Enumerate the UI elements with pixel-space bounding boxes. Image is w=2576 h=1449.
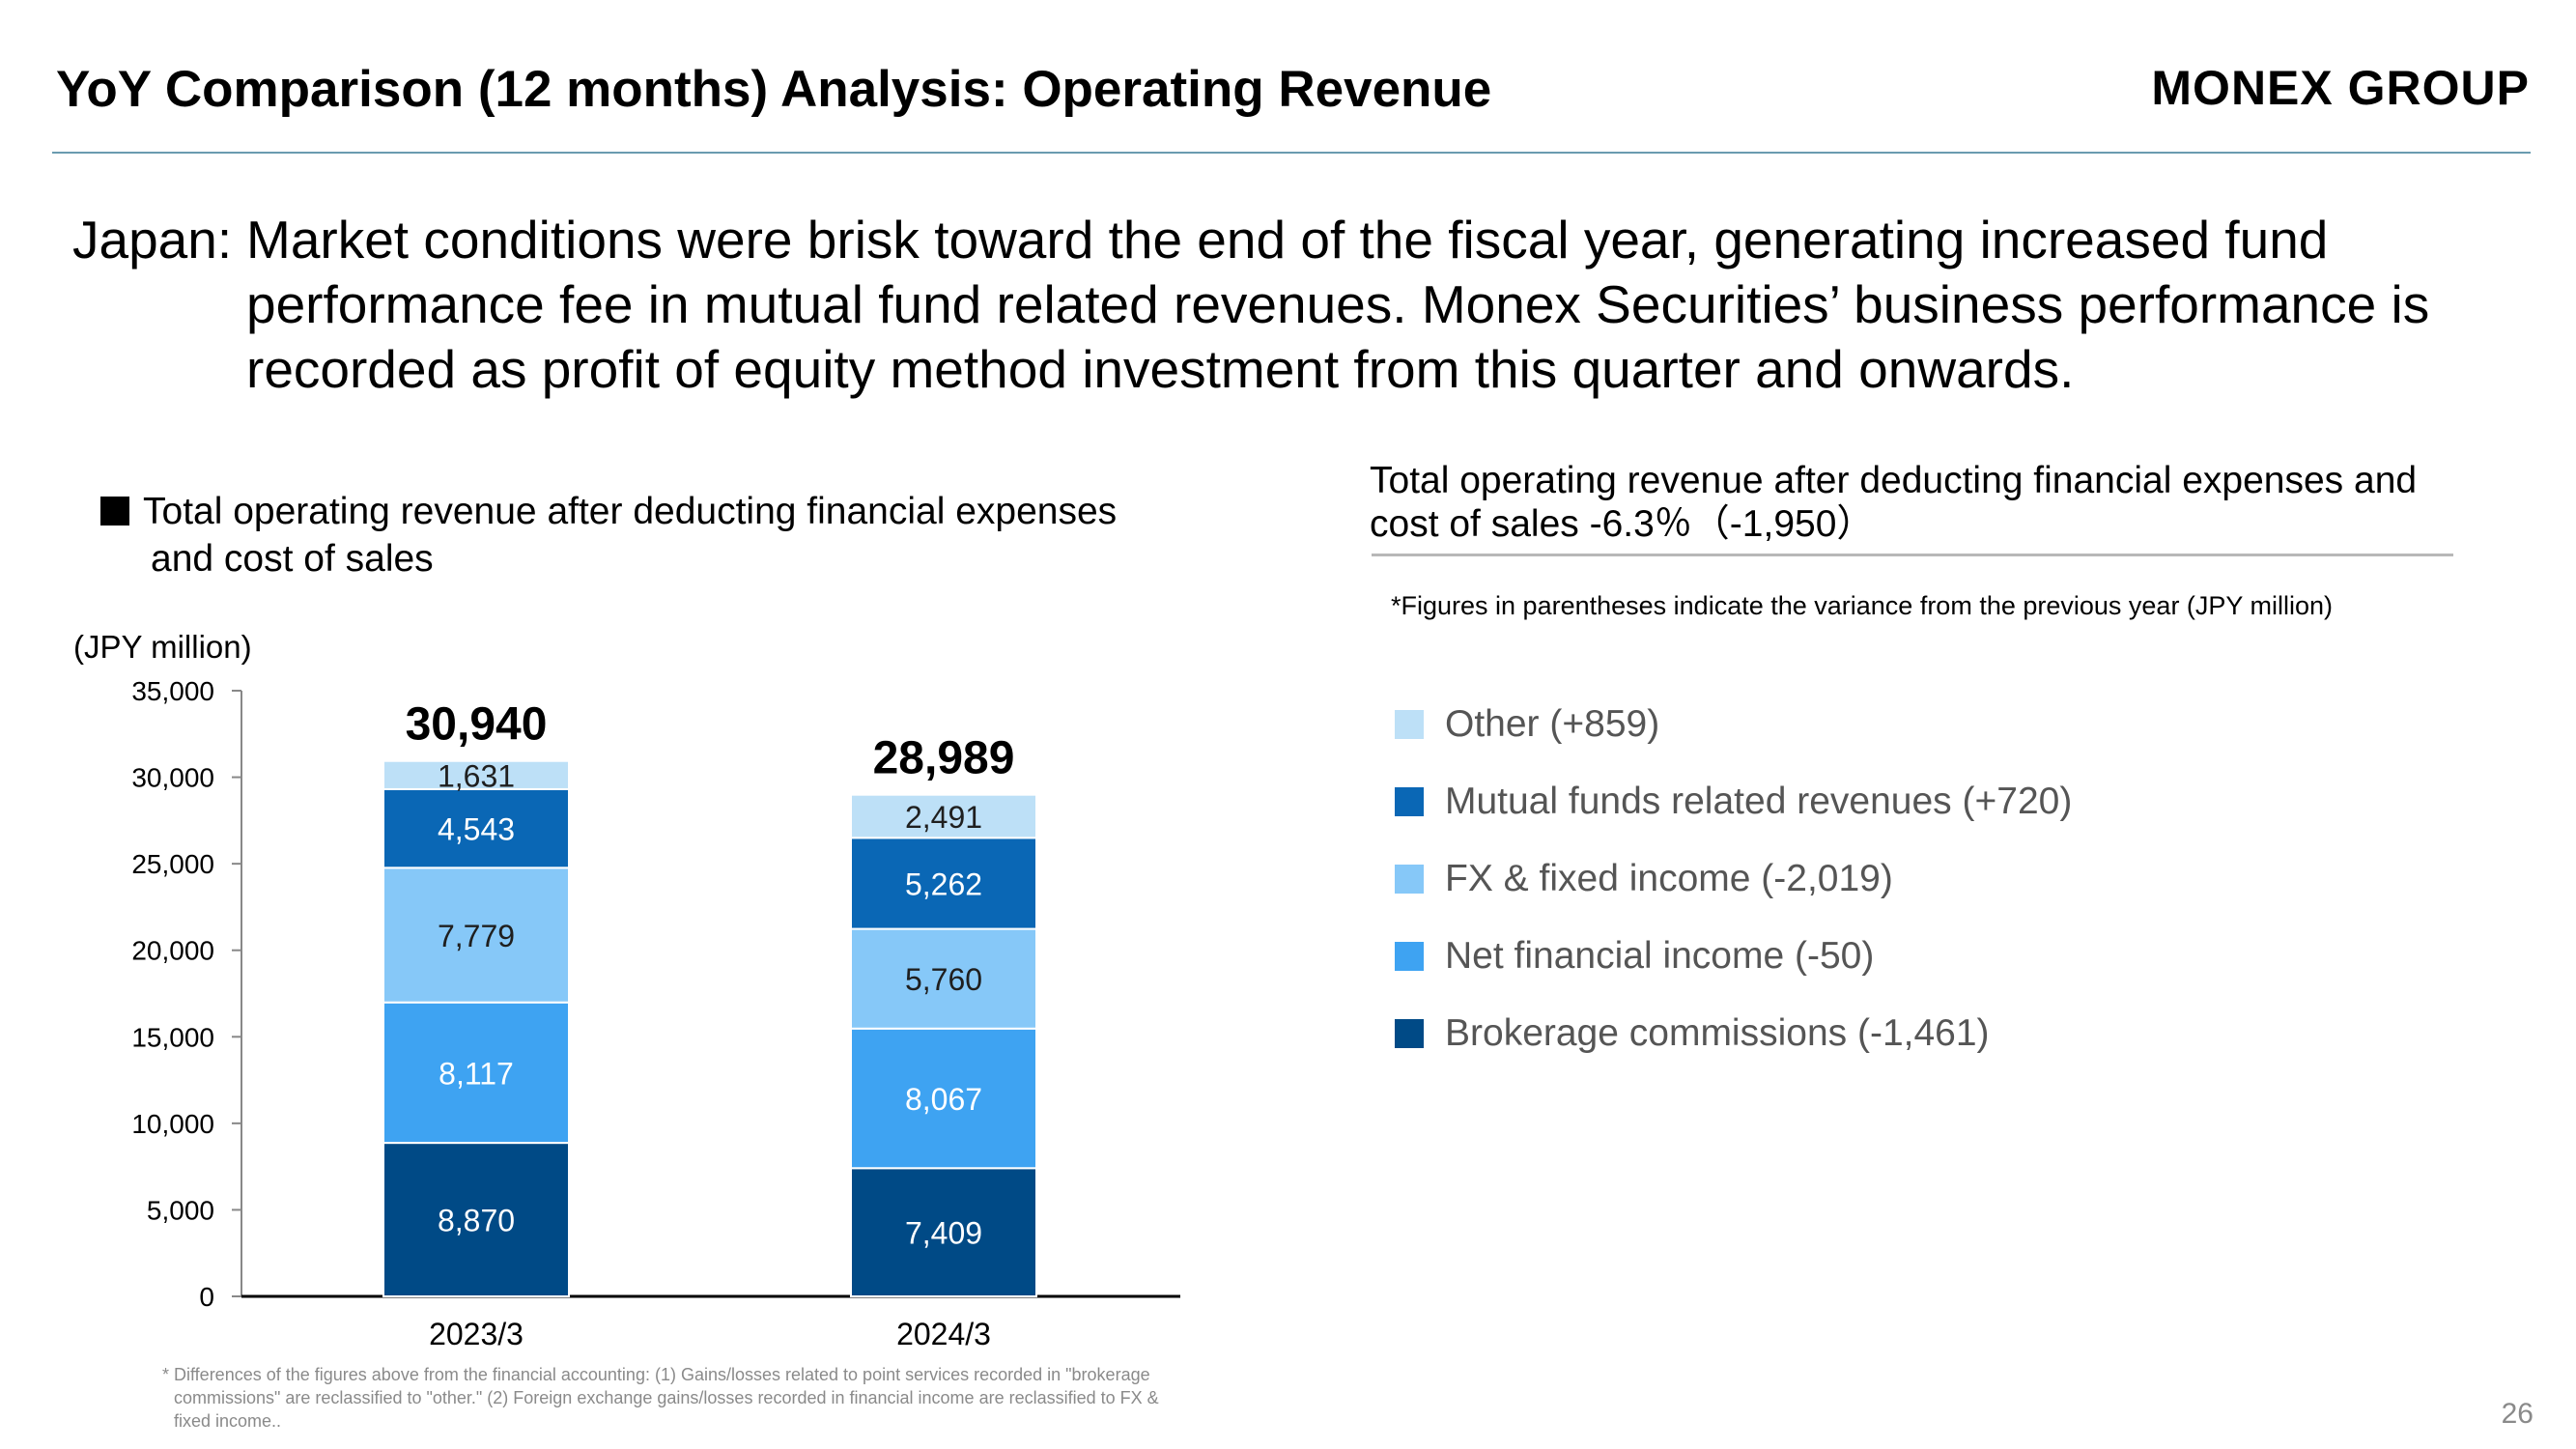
legend-swatch (1395, 942, 1424, 971)
variance-heading-line-2: cost of sales -6.3％（-1,950） (1370, 503, 1875, 545)
legend-swatch (1395, 710, 1424, 739)
legend-item-other: Other (+859) (1395, 686, 2072, 763)
bar-segment (382, 867, 570, 1004)
legend-swatch (1395, 865, 1424, 894)
bar-total-label: 30,940 (406, 699, 548, 751)
chart-heading-line-2: and cost of sales (151, 538, 434, 580)
square-bullet-icon (100, 497, 129, 526)
bar-value-label: 5,760 (905, 962, 982, 997)
bar-segment (382, 787, 570, 869)
bar-segment (382, 1001, 570, 1145)
legend-swatch (1395, 787, 1424, 816)
variance-divider (1372, 554, 2453, 556)
y-tick-label: 5,000 (147, 1195, 214, 1225)
summary-line-2: performance fee in mutual fund related r… (246, 274, 2430, 334)
variance-heading-line-1: Total operating revenue after deducting … (1370, 460, 2418, 501)
footnote-line-1: * Differences of the figures above from … (162, 1365, 1150, 1384)
legend-item-brokerage-commissions: Brokerage commissions (-1,461) (1395, 995, 2072, 1072)
legend-item-mutual-funds: Mutual funds related revenues (+720) (1395, 763, 2072, 840)
legend-swatch (1395, 1019, 1424, 1048)
legend-item-net-financial-income: Net financial income (-50) (1395, 918, 2072, 995)
summary-text: Japan: Market conditions were brisk towar… (72, 208, 2545, 402)
title-divider (52, 152, 2531, 154)
x-category-label: 2023/3 (429, 1317, 524, 1351)
legend-item-fx-fixed-income: FX & fixed income (-2,019) (1395, 840, 2072, 918)
legend-label: Other (+859) (1445, 703, 1660, 745)
y-tick-label: 20,000 (131, 936, 214, 966)
bar-value-label: 8,117 (439, 1056, 514, 1091)
variance-heading: Total operating revenue after deducting … (1370, 459, 2461, 546)
legend-label: Net financial income (-50) (1445, 935, 1875, 977)
summary-line-3: recorded as profit of equity method inve… (246, 339, 2075, 399)
page-title: YoY Comparison (12 months) Analysis: Ope… (56, 61, 1492, 118)
bar-value-label: 7,409 (905, 1216, 982, 1251)
brand-logo: MONEX GROUP (2151, 61, 2530, 115)
legend-label: Brokerage commissions (-1,461) (1445, 1012, 1990, 1054)
bar-segment (850, 793, 1037, 839)
bar-value-label: 7,779 (438, 919, 515, 953)
y-tick-label: 30,000 (131, 763, 214, 793)
chart-legend: Other (+859) Mutual funds related revenu… (1395, 686, 2072, 1072)
bar-total-label: 28,989 (873, 733, 1015, 784)
legend-label: Mutual funds related revenues (+720) (1445, 781, 2073, 822)
bar-segment (850, 1027, 1037, 1170)
bar-value-label: 4,543 (438, 812, 515, 847)
bar-value-label: 5,262 (905, 867, 982, 901)
chart-heading: Total operating revenue after deducting … (100, 488, 1117, 582)
y-tick-label: 15,000 (131, 1022, 214, 1052)
bar-segment (382, 759, 570, 790)
chart-heading-line-1-text: Total operating revenue after deducting … (143, 491, 1118, 532)
legend-label: FX & fixed income (-2,019) (1445, 858, 1893, 899)
variance-note: *Figures in parentheses indicate the var… (1391, 591, 2333, 620)
y-axis-unit-label: (JPY million) (73, 629, 252, 665)
footnote-line-3: fixed income.. (174, 1411, 282, 1431)
y-tick-label: 25,000 (131, 849, 214, 879)
x-category-label: 2024/3 (896, 1317, 991, 1351)
bar-segment (850, 927, 1037, 1030)
bar-segment (850, 1167, 1037, 1298)
bar-value-label: 1,631 (438, 758, 515, 793)
y-tick-label: 35,000 (131, 676, 214, 706)
chart-heading-line-1: Total operating revenue after deducting … (100, 488, 1117, 535)
summary-line-1-text: Market conditions were brisk toward the … (246, 210, 2329, 270)
summary-lead: Japan: (72, 210, 233, 270)
bar-segment (850, 837, 1037, 930)
stacked-bar-chart: 0 5,000 10,000 15,000 20,000 25,000 30,000 35,0… (131, 676, 1180, 1351)
summary-line-1: Japan: Market conditions were brisk towar… (72, 208, 2545, 272)
page-number: 26 (2501, 1398, 2534, 1430)
y-tick-label: 10,000 (131, 1109, 214, 1139)
bar-segment (382, 1142, 570, 1298)
y-tick-label: 0 (199, 1282, 214, 1312)
footnote-line-2: commissions" are reclassified to "other.… (174, 1388, 1159, 1407)
bar-value-label: 8,067 (905, 1082, 982, 1117)
footnote: * Differences of the figures above from … (162, 1363, 1302, 1433)
bar-value-label: 2,491 (905, 800, 982, 835)
bar-value-label: 8,870 (438, 1204, 515, 1238)
